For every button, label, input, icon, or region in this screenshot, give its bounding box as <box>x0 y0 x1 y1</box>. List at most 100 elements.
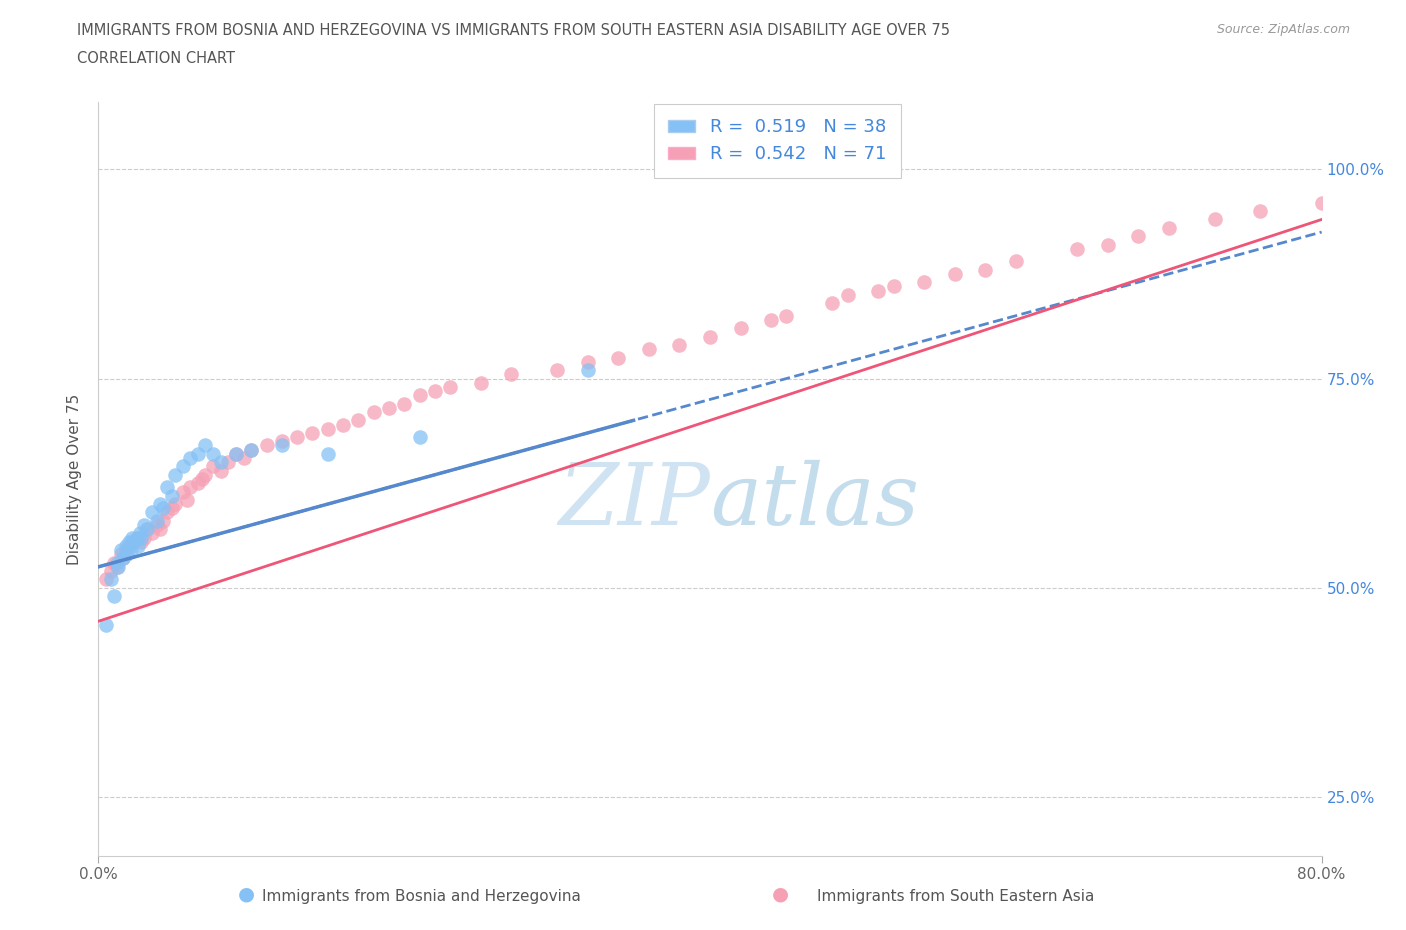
Point <box>128 526 150 541</box>
Point <box>194 438 217 453</box>
Text: Immigrants from Bosnia and Herzegovina: Immigrants from Bosnia and Herzegovina <box>263 889 581 904</box>
Point <box>187 475 209 491</box>
Point <box>179 450 201 465</box>
Point <box>821 296 844 311</box>
Y-axis label: Disability Age Over 75: Disability Age Over 75 <box>67 393 83 565</box>
Point <box>912 275 935 290</box>
Point <box>1204 212 1226 227</box>
Point <box>149 522 172 537</box>
Point <box>225 446 247 461</box>
Point <box>668 338 690 352</box>
Point <box>129 534 152 549</box>
Point <box>152 501 174 516</box>
Point <box>759 312 782 327</box>
Point <box>111 551 134 565</box>
Point <box>115 542 138 557</box>
Point <box>125 530 148 545</box>
Point <box>149 497 172 512</box>
Point <box>439 379 461 394</box>
Point <box>1310 195 1333 210</box>
Legend: R =  0.519   N = 38, R =  0.542   N = 71: R = 0.519 N = 38, R = 0.542 N = 71 <box>654 104 901 178</box>
Point <box>202 458 225 473</box>
Point <box>110 542 132 557</box>
Point <box>110 547 132 562</box>
Point <box>240 442 263 457</box>
Point <box>699 329 721 344</box>
Point <box>576 354 599 369</box>
Point <box>730 321 752 336</box>
Point <box>1097 237 1119 252</box>
Point <box>115 538 138 553</box>
Point <box>209 455 232 470</box>
Point <box>122 534 145 549</box>
Point <box>232 450 254 465</box>
Point <box>270 433 292 448</box>
Point <box>121 534 143 549</box>
Point <box>160 501 183 516</box>
Point <box>125 530 148 545</box>
Point <box>187 446 209 461</box>
Point <box>270 438 292 453</box>
Point <box>392 396 416 411</box>
Point <box>145 513 167 528</box>
Point <box>94 618 117 633</box>
Point <box>501 367 523 382</box>
Point <box>100 572 122 587</box>
Point <box>576 363 599 378</box>
Point <box>974 262 997 277</box>
Point <box>546 363 568 378</box>
Point <box>285 430 308 445</box>
Point <box>1128 229 1150 244</box>
Point <box>240 442 263 457</box>
Point <box>136 522 159 537</box>
Point <box>172 484 194 498</box>
Point <box>1004 254 1026 269</box>
Text: ZIP: ZIP <box>558 460 710 543</box>
Point <box>136 522 159 537</box>
Point <box>152 513 174 528</box>
Point <box>156 480 179 495</box>
Point <box>176 493 198 508</box>
Point <box>194 467 217 482</box>
Text: IMMIGRANTS FROM BOSNIA AND HERZEGOVINA VS IMMIGRANTS FROM SOUTH EASTERN ASIA DIS: IMMIGRANTS FROM BOSNIA AND HERZEGOVINA V… <box>77 23 950 38</box>
Point <box>120 542 142 557</box>
Point <box>163 497 186 512</box>
Point <box>1249 204 1271 219</box>
Point <box>1066 241 1088 256</box>
Point <box>225 446 247 461</box>
Point <box>172 458 194 473</box>
Point <box>423 384 446 399</box>
Point <box>111 551 134 565</box>
Point <box>163 467 186 482</box>
Text: CORRELATION CHART: CORRELATION CHART <box>77 51 235 66</box>
Point <box>141 526 163 541</box>
Point <box>117 547 139 562</box>
Point <box>316 421 339 436</box>
Point <box>347 413 370 428</box>
Point <box>217 455 239 470</box>
Point <box>607 351 630 365</box>
Point <box>408 388 430 403</box>
Point <box>256 438 278 453</box>
Point <box>837 287 859 302</box>
Point <box>191 472 214 486</box>
Text: ●: ● <box>772 885 789 904</box>
Point <box>470 376 492 391</box>
Point <box>316 446 339 461</box>
Point <box>145 518 167 533</box>
Point <box>127 538 149 553</box>
Point <box>134 518 156 533</box>
Point <box>100 564 122 578</box>
Point <box>94 572 117 587</box>
Point <box>107 559 129 574</box>
Point <box>105 555 128 570</box>
Point <box>363 405 385 419</box>
Point <box>141 505 163 520</box>
Point <box>408 430 430 445</box>
Point <box>129 530 152 545</box>
Point <box>943 266 966 281</box>
Point <box>134 530 156 545</box>
Point <box>121 530 143 545</box>
Text: ●: ● <box>238 885 254 904</box>
Point <box>775 309 797 324</box>
